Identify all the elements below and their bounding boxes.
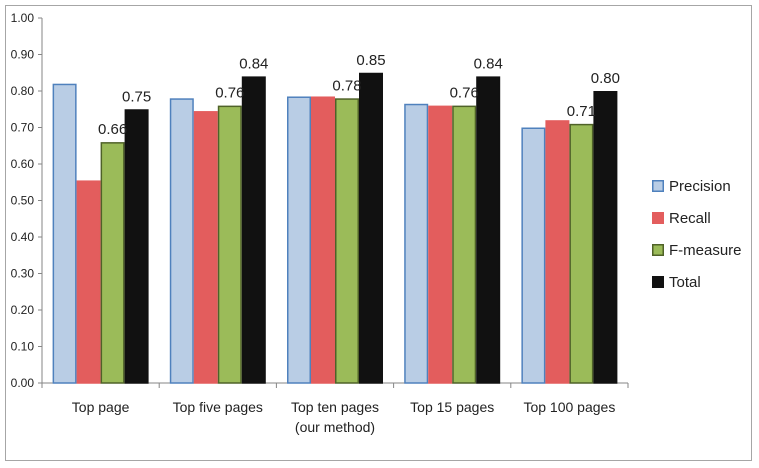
y-tick-label: 0.80 xyxy=(11,84,35,98)
y-tick-label: 0.60 xyxy=(11,157,35,171)
y-tick-label: 0.90 xyxy=(11,48,35,62)
bar-recall xyxy=(76,180,101,384)
legend-label: Precision xyxy=(669,178,731,195)
y-tick-label: 0.10 xyxy=(11,340,35,354)
x-tick-label: Top five pages xyxy=(173,399,263,415)
x-tick-label: Top ten pages xyxy=(291,399,379,415)
legend: Precision Recall F-measure Total xyxy=(652,178,742,291)
bar-f-measure xyxy=(569,123,594,384)
y-tick-label: 0.50 xyxy=(11,194,35,208)
data-label: 0.71 xyxy=(567,103,596,120)
axes: 0.00 0.10 0.20 0.30 0.40 0.50 0.60 0.70 0.80 0.90… xyxy=(11,11,629,435)
data-label: 0.76 xyxy=(450,85,479,102)
x-tick-label: Top page xyxy=(72,399,130,415)
legend-swatch xyxy=(652,212,664,224)
bars xyxy=(52,72,618,384)
bar-f-measure xyxy=(452,105,477,384)
y-tick-label: 0.30 xyxy=(11,267,35,281)
bar-recall xyxy=(311,96,335,384)
data-labels: 0.66 0.75 0.76 0.84 0.78 0.85 0.76 0.84 0.71 0.80 xyxy=(98,52,620,138)
bar-f-measure xyxy=(217,105,242,384)
y-tick-label: 0.70 xyxy=(11,121,35,135)
x-tick-label: (our method) xyxy=(295,419,375,435)
data-label: 0.84 xyxy=(239,55,268,72)
data-label: 0.66 xyxy=(98,121,127,138)
data-label: 0.85 xyxy=(356,52,385,69)
y-tick-label: 0.20 xyxy=(11,303,35,317)
bar-total xyxy=(241,76,266,384)
data-label: 0.80 xyxy=(591,70,620,87)
bar-total xyxy=(124,109,149,384)
bar-recall xyxy=(545,120,570,384)
bar-chart: 0.00 0.10 0.20 0.30 0.40 0.50 0.60 0.70 0.80 0.90… xyxy=(11,11,742,435)
y-tick-label: 0.40 xyxy=(11,230,35,244)
x-tick-label: Top 15 pages xyxy=(410,399,494,415)
data-label: 0.84 xyxy=(474,55,503,72)
data-label: 0.76 xyxy=(215,85,244,102)
bar-total xyxy=(476,76,501,384)
legend-swatch xyxy=(652,180,664,192)
y-tick-label: 1.00 xyxy=(11,11,35,25)
bar-precision xyxy=(404,103,429,384)
bar-precision xyxy=(287,96,311,384)
legend-label: Total xyxy=(669,274,701,291)
x-tick-label: Top 100 pages xyxy=(523,399,615,415)
bar-total xyxy=(359,72,383,384)
bar-precision xyxy=(169,98,194,384)
legend-swatch xyxy=(652,276,664,288)
data-label: 0.78 xyxy=(332,77,361,94)
bar-precision xyxy=(52,83,77,384)
bar-f-measure xyxy=(335,98,359,384)
bar-total xyxy=(593,91,618,384)
bar-recall xyxy=(428,105,453,384)
legend-label: F-measure xyxy=(669,242,742,259)
legend-swatch xyxy=(652,244,664,256)
bar-f-measure xyxy=(100,142,125,384)
bar-recall xyxy=(193,111,218,384)
legend-label: Recall xyxy=(669,210,711,227)
chart-frame: 0.00 0.10 0.20 0.30 0.40 0.50 0.60 0.70 0.80 0.90… xyxy=(5,5,752,461)
bar-precision xyxy=(521,127,546,384)
y-tick-label: 0.00 xyxy=(11,376,35,390)
data-label: 0.75 xyxy=(122,88,151,105)
